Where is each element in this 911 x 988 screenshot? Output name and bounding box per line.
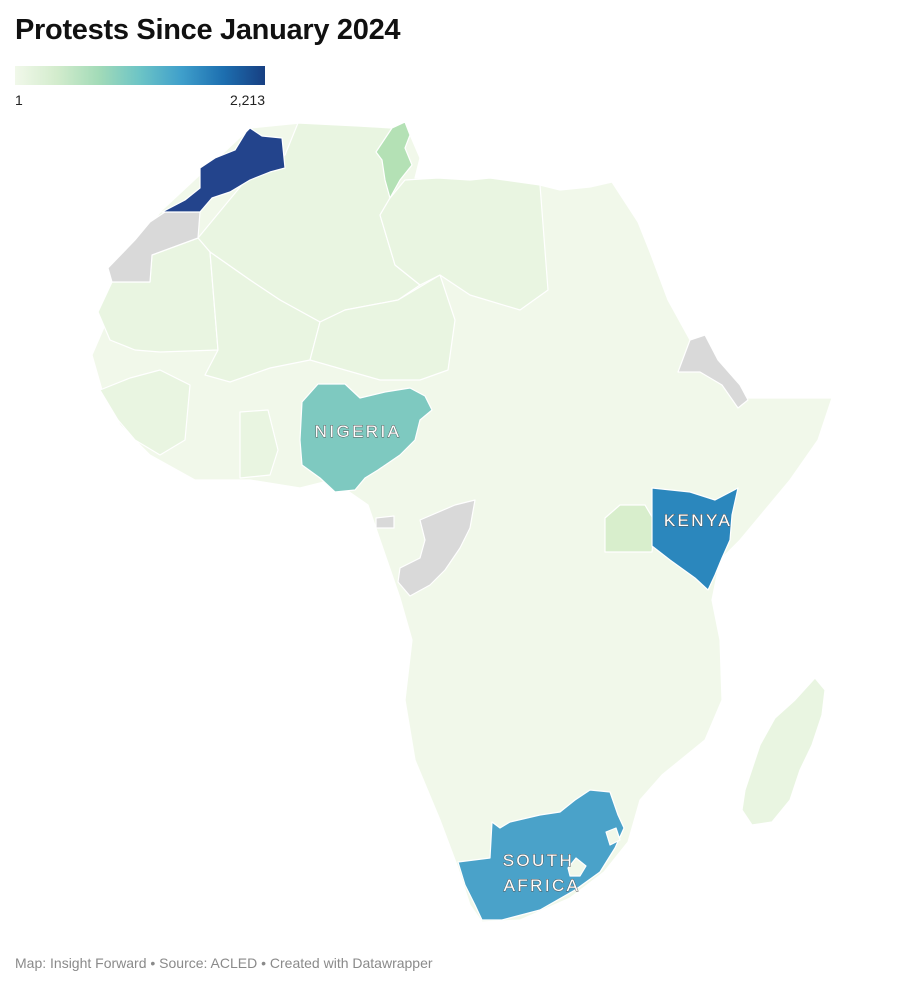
- south-africa-label-line-1: SOUTH: [503, 851, 575, 870]
- source-credits: Map: Insight Forward • Source: ACLED • C…: [15, 955, 433, 971]
- country-uganda: [604, 504, 656, 553]
- country-lesotho: [567, 857, 587, 877]
- color-legend: 1 2,213: [15, 66, 265, 110]
- kenya-label: KENYA: [664, 511, 732, 530]
- nigeria-label: NIGERIA: [315, 422, 402, 441]
- country-libya: [379, 177, 549, 311]
- country-madagascar: [741, 677, 826, 826]
- map-svg: NIGERIA KENYA SOUTH AFRICA: [91, 121, 833, 923]
- legend-min-label: 1: [15, 92, 23, 108]
- country-ghana: [239, 409, 279, 479]
- legend-gradient-bar: [15, 66, 265, 85]
- africa-choropleth-map: NIGERIA KENYA SOUTH AFRICA: [0, 100, 911, 950]
- map-title: Protests Since January 2024: [15, 14, 401, 46]
- country-west-africa-coast: [99, 369, 191, 456]
- country-nigeria: [299, 383, 433, 493]
- south-africa-label: SOUTH AFRICA: [503, 851, 582, 895]
- south-africa-label-line-2: AFRICA: [504, 876, 581, 895]
- country-eswatini: [605, 827, 621, 846]
- country-equatorial-guinea: [375, 515, 395, 529]
- country-tunisia: [375, 121, 413, 199]
- country-kenya: [651, 487, 739, 591]
- country-gabon-congo: [397, 499, 476, 597]
- legend-max-label: 2,213: [229, 92, 265, 108]
- country-morocco: [161, 127, 286, 213]
- country-mauritania: [97, 237, 219, 353]
- country-south-africa: [457, 789, 625, 921]
- country-niger: [309, 274, 456, 381]
- country-eritrea: [677, 334, 749, 409]
